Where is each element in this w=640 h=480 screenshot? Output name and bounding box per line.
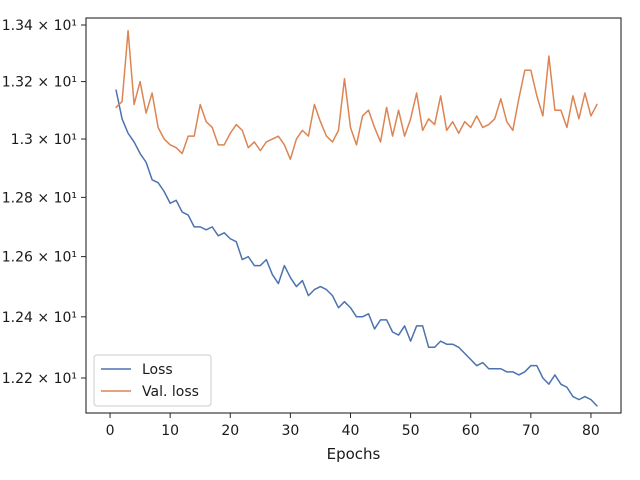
x-tick-label: 0 bbox=[106, 423, 115, 439]
y-tick-label: 1.28 × 10¹ bbox=[2, 190, 77, 206]
y-tick-label: 1.22 × 10¹ bbox=[2, 371, 77, 387]
y-tick-label: 1.32 × 10¹ bbox=[2, 75, 77, 91]
x-tick-label: 30 bbox=[281, 423, 299, 439]
x-tick-label: 50 bbox=[402, 423, 420, 439]
plot-frame bbox=[85, 17, 622, 414]
series-line-val-loss bbox=[115, 29, 598, 161]
y-tick-label: 1.34 × 10¹ bbox=[2, 18, 77, 34]
x-tick-label: 80 bbox=[582, 423, 600, 439]
y-tick-label: 1.24 × 10¹ bbox=[2, 310, 77, 326]
y-tick-label: 1.26 × 10¹ bbox=[2, 250, 77, 266]
legend: Loss Val. loss bbox=[93, 354, 212, 407]
legend-label: Loss bbox=[142, 362, 173, 378]
legend-label: Val. loss bbox=[142, 384, 199, 400]
x-axis-title: Epochs bbox=[327, 445, 381, 463]
x-tick-label: 20 bbox=[221, 423, 239, 439]
x-tick-label: 10 bbox=[161, 423, 179, 439]
x-tick-label: 60 bbox=[462, 423, 480, 439]
series-line-loss bbox=[115, 89, 598, 407]
x-tick-label: 40 bbox=[342, 423, 360, 439]
x-tick-label: 70 bbox=[522, 423, 540, 439]
y-tick-label: 1.3 × 10¹ bbox=[11, 132, 77, 148]
legend-box bbox=[93, 354, 212, 407]
